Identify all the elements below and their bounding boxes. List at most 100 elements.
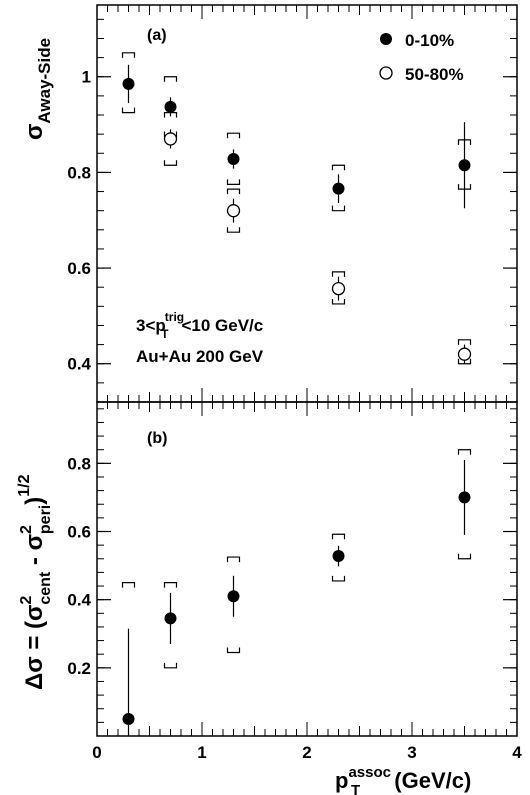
panel-b-y-ticks: 0.2 0.4 0.6 0.8 bbox=[67, 408, 517, 737]
xlabel-suffix: (GeV/c) bbox=[388, 768, 471, 793]
data-point bbox=[457, 122, 472, 209]
data-point bbox=[331, 533, 346, 582]
data-point bbox=[163, 112, 178, 166]
marker-filled bbox=[227, 153, 240, 166]
data-point bbox=[331, 164, 346, 212]
pt-prefix: 3<p bbox=[136, 316, 166, 335]
data-point bbox=[226, 188, 241, 233]
data-point bbox=[121, 52, 136, 114]
data-point bbox=[121, 582, 136, 736]
pt-sub: T bbox=[161, 327, 169, 341]
panel-a-x-ticks bbox=[96, 5, 518, 402]
sys-bracket-top bbox=[226, 188, 241, 195]
sys-bracket-bottom bbox=[331, 205, 346, 212]
legend-marker-open bbox=[379, 66, 393, 80]
y-tick-label: 0.8 bbox=[67, 163, 91, 182]
ylabel-b-part4: 2 bbox=[18, 525, 35, 534]
sys-bracket-bottom bbox=[121, 107, 136, 114]
sys-bracket-top bbox=[457, 449, 472, 455]
pt-range-annotation: 3<ptrig T <10 GeV/c bbox=[136, 310, 263, 341]
y-tick-label: 0.2 bbox=[67, 659, 91, 678]
sys-bracket-top bbox=[226, 132, 241, 139]
legend-label-0-10: 0-10% bbox=[405, 31, 454, 50]
pt-suffix: <10 GeV/c bbox=[181, 316, 263, 335]
sys-bracket-bottom bbox=[226, 227, 241, 233]
xlabel-sub: T bbox=[351, 782, 360, 795]
sys-bracket-top bbox=[163, 112, 178, 118]
xlabel: passoc T (GeV/c) bbox=[335, 764, 471, 795]
marker-open bbox=[457, 347, 472, 361]
marker-filled bbox=[122, 77, 135, 90]
panel-a-points bbox=[121, 52, 472, 365]
x-tick-label: 0 bbox=[92, 743, 101, 762]
marker-filled bbox=[164, 100, 177, 113]
sys-bracket-bottom bbox=[331, 298, 346, 305]
sys-bracket-top bbox=[226, 556, 241, 563]
marker-filled bbox=[227, 590, 240, 603]
data-point bbox=[457, 339, 472, 365]
legend-label-50-80: 50-80% bbox=[405, 65, 464, 84]
xlabel-sup: assoc bbox=[348, 764, 391, 781]
x-tick-label: 2 bbox=[302, 743, 311, 762]
legend: 0-10% 50-80% bbox=[379, 31, 464, 84]
sys-bracket-bottom bbox=[163, 160, 178, 166]
sys-bracket-top bbox=[121, 582, 136, 588]
marker-filled bbox=[458, 491, 471, 504]
x-tick-label: 1 bbox=[197, 743, 206, 762]
marker-filled bbox=[458, 159, 471, 172]
panel-b-ylabel: Δσ = (σ2 cent - σ2 peri)1/2 bbox=[16, 474, 54, 690]
ylabel-a-base: σ bbox=[21, 124, 48, 140]
sys-bracket-top bbox=[163, 582, 178, 588]
marker-filled bbox=[164, 612, 177, 625]
marker-filled bbox=[122, 712, 135, 725]
x-tick-label: 4 bbox=[512, 743, 522, 762]
sys-bracket-top bbox=[457, 339, 472, 345]
sys-bracket-bottom bbox=[457, 553, 472, 560]
system-annotation: Au+Au 200 GeV bbox=[136, 347, 264, 366]
data-point bbox=[163, 76, 178, 138]
panel-a: 0.4 0.6 0.8 1 (a) 0-10% 50-80% 3<ptrig T <10 … bbox=[21, 4, 518, 403]
marker-open bbox=[163, 132, 178, 146]
panel-b-frame bbox=[96, 401, 518, 737]
y-tick-label: 0.4 bbox=[67, 591, 91, 610]
data-point bbox=[457, 449, 472, 560]
y-tick-label: 0.6 bbox=[67, 523, 91, 542]
ylabel-b-part5: peri bbox=[37, 505, 54, 534]
sys-bracket-bottom bbox=[226, 179, 241, 185]
y-tick-label: 0.4 bbox=[67, 355, 91, 374]
ylabel-b-part1: 2 bbox=[18, 596, 35, 605]
marker-filled bbox=[332, 550, 345, 563]
panel-b-x-ticks: 0 1 2 3 4 bbox=[92, 402, 522, 762]
sys-bracket-top bbox=[331, 164, 346, 171]
panel-a-label: (a) bbox=[147, 27, 167, 44]
sys-bracket-top bbox=[331, 533, 346, 540]
panel-b-points bbox=[121, 449, 472, 736]
panel-b-label: (b) bbox=[147, 430, 167, 447]
sys-bracket-bottom bbox=[163, 662, 178, 669]
legend-marker-filled bbox=[380, 33, 392, 45]
marker-open bbox=[331, 281, 346, 296]
sys-bracket-bottom bbox=[226, 647, 241, 654]
sys-bracket-bottom bbox=[331, 575, 346, 582]
sys-bracket-top bbox=[331, 271, 346, 277]
data-point bbox=[163, 582, 178, 669]
data-point bbox=[331, 271, 346, 305]
ylabel-b-part3: - σ bbox=[21, 534, 48, 572]
pt-sup: trig bbox=[165, 310, 184, 324]
sys-bracket-top bbox=[121, 52, 136, 58]
y-tick-label: 0.6 bbox=[67, 259, 91, 278]
ylabel-b-part6: ) bbox=[21, 497, 48, 505]
marker-open bbox=[226, 204, 241, 218]
ylabel-b-part7: 1/2 bbox=[16, 474, 33, 496]
y-tick-label: 0.8 bbox=[67, 454, 91, 473]
panel-a-ylabel: σAway-Side bbox=[21, 38, 54, 140]
x-tick-label: 3 bbox=[407, 743, 416, 762]
data-point bbox=[226, 556, 241, 654]
ylabel-b-part0: Δσ = (σ bbox=[21, 605, 48, 690]
ylabel-b-part2: cent bbox=[37, 571, 54, 605]
ylabel-a-sub: Away-Side bbox=[35, 38, 54, 124]
sys-bracket-top bbox=[163, 76, 178, 82]
panel-a-y-ticks: 0.4 0.6 0.8 1 bbox=[67, 18, 517, 403]
